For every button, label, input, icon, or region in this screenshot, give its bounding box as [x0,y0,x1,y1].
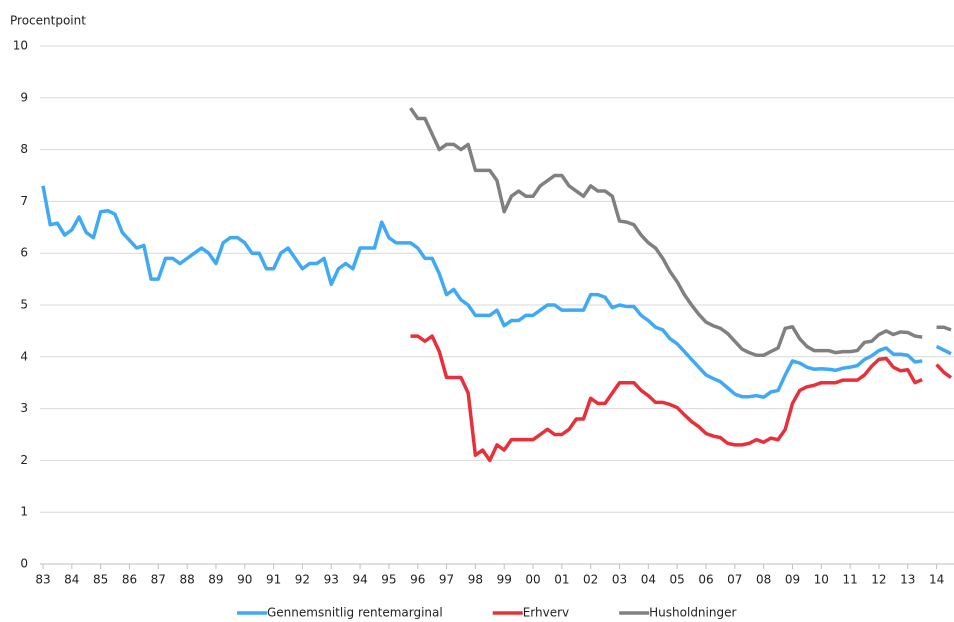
y-tick-label: 2 [20,453,28,467]
x-tick-label: 97 [439,573,454,587]
x-tick-label: 89 [208,573,223,587]
x-tick-label: 03 [612,573,627,587]
x-tick-label: 88 [179,573,194,587]
x-tick-label: 04 [641,573,656,587]
x-tick-label: 98 [468,573,483,587]
y-tick-label: 5 [20,298,28,312]
series-line [41,185,952,399]
legend-label: Erhverv [523,606,569,620]
x-tick-label: 84 [64,573,79,587]
y-tick-label: 0 [20,557,28,571]
x-tick-label: 95 [381,573,396,587]
y-tick-label: 8 [20,142,28,156]
y-axis-label: Procentpoint [10,14,86,28]
x-tick-label: 96 [410,573,425,587]
x-tick-label: 99 [497,573,512,587]
x-tick-label: 86 [122,573,137,587]
x-tick-label: 85 [93,573,108,587]
x-tick-label: 87 [151,573,166,587]
y-tick-label: 10 [13,39,28,53]
x-tick-label: 94 [352,573,367,587]
series-line [410,334,953,463]
series-line [409,107,952,357]
y-tick-label: 9 [20,90,28,104]
x-tick-label: 09 [785,573,800,587]
x-tick-label: 08 [756,573,771,587]
x-tick-label: 92 [295,573,310,587]
x-tick-label: 12 [871,573,886,587]
x-tick-label: 93 [324,573,339,587]
x-tick-label: 11 [842,573,857,587]
legend-label: Gennemsnitlig rentemarginal [267,606,443,620]
x-tick-label: 07 [727,573,742,587]
x-tick-label: 00 [525,573,540,587]
y-tick-label: 7 [20,194,28,208]
x-tick-label: 14 [929,573,944,587]
x-tick-label: 91 [266,573,281,587]
y-tick-label: 6 [20,246,28,260]
x-tick-label: 83 [35,573,50,587]
legend-label: Husholdninger [649,606,736,620]
y-tick-label: 1 [20,505,28,519]
x-tick-label: 90 [237,573,252,587]
x-tick-label: 02 [583,573,598,587]
y-tick-label: 4 [20,349,28,363]
x-tick-label: 05 [670,573,685,587]
x-tick-label: 13 [900,573,915,587]
y-tick-label: 3 [20,401,28,415]
x-tick-label: 06 [698,573,713,587]
x-tick-label: 10 [814,573,829,587]
x-tick-label: 01 [554,573,569,587]
